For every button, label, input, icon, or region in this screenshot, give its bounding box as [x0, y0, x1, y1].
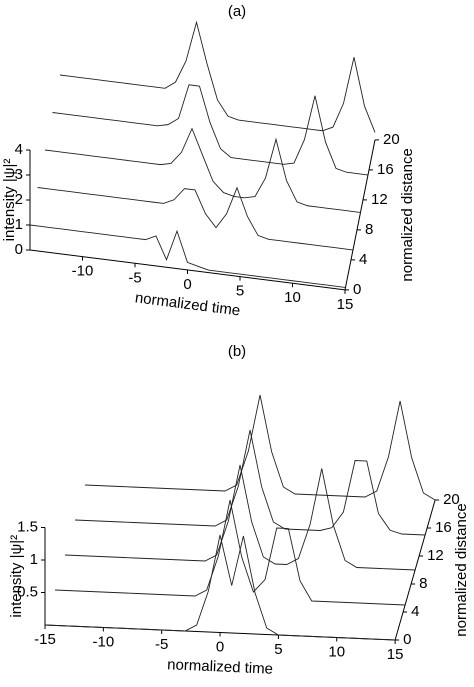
x-tick-label: 0: [183, 276, 191, 293]
surface-row: [64, 464, 416, 571]
panel-label: (b): [228, 343, 246, 360]
z-tick-label: 0: [403, 631, 411, 648]
y-tick-label: 1: [30, 551, 38, 568]
x-tick-label: 5: [274, 641, 282, 658]
y-axis-title: intensity |ψ|²: [8, 535, 25, 618]
z-axis-title: normalized distance: [399, 148, 416, 281]
surface-row: [74, 429, 426, 536]
x-tick-label: -5: [128, 269, 141, 286]
x-axis-title: normalized time: [167, 656, 274, 678]
x-tick-label: 10: [328, 643, 345, 660]
x-tick-label: -5: [155, 636, 168, 653]
y-tick-label: 2: [15, 191, 23, 208]
y-tick-label: 4: [15, 141, 23, 158]
y-axis-title: intensity |ψ|²: [1, 159, 18, 242]
x-tick-label: -10: [72, 263, 94, 280]
z-axis: [344, 139, 376, 290]
y-tick-label: 0.5: [17, 583, 38, 600]
surface-row: [44, 534, 396, 641]
z-tick-label: 8: [365, 221, 373, 238]
y-tick-label: 3: [15, 166, 23, 183]
x-tick-label: 0: [216, 638, 224, 655]
z-tick-label: 0: [353, 281, 361, 298]
surface-row: [52, 84, 368, 176]
surface-row: [54, 499, 406, 606]
y-tick-label: 1: [15, 216, 23, 233]
panel-label: (a): [228, 3, 246, 20]
y-tick-label: 1.5: [17, 518, 38, 535]
x-tick-label: -15: [34, 631, 56, 648]
x-tick-label: 15: [387, 646, 404, 663]
surface-row: [29, 224, 346, 288]
surface-row: [44, 127, 361, 213]
x-tick-label: 10: [284, 289, 301, 306]
x-tick-label: -10: [93, 633, 115, 650]
z-tick-label: 16: [435, 519, 452, 536]
x-tick-label: 5: [236, 283, 244, 300]
x-axis-title: normalized time: [134, 289, 241, 319]
z-tick-label: 20: [383, 131, 400, 148]
z-axis-title: normalized distance: [453, 503, 470, 636]
z-tick-label: 4: [411, 603, 419, 620]
z-tick-label: 20: [443, 491, 460, 508]
z-tick-label: 8: [419, 575, 427, 592]
z-tick-label: 12: [371, 191, 388, 208]
surface-row: [59, 20, 376, 133]
z-tick-label: 4: [359, 251, 367, 268]
x-tick-label: 15: [337, 296, 354, 313]
y-tick-label: 0: [15, 241, 23, 258]
surface-row: [37, 186, 353, 251]
surface-row: [84, 394, 436, 501]
z-tick-label: 12: [427, 547, 444, 564]
z-tick-label: 16: [377, 161, 394, 178]
